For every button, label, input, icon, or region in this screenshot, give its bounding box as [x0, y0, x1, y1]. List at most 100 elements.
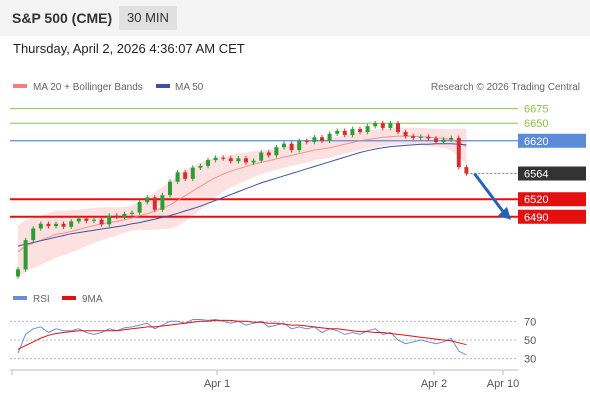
candle-body [84, 218, 89, 221]
candle-body [168, 181, 172, 196]
main-legend: MA 20 + Bollinger Bands MA 50 Research ©… [13, 82, 580, 93]
candle-body [130, 212, 134, 214]
ma50-line [17, 143, 467, 247]
candle-body [449, 137, 454, 140]
main-panel-bg [10, 94, 518, 284]
candle-body [312, 137, 317, 142]
x-tick-label: Apr 1 [204, 378, 230, 390]
level-badge-6620 [518, 133, 586, 148]
chart-header: S&P 500 (CME) 30 MIN [0, 0, 590, 36]
candlesticks [16, 120, 469, 279]
forecast-arrow-head [498, 206, 511, 220]
candle-body [297, 140, 302, 151]
candle-body [160, 195, 165, 210]
x-axis: Apr 1 Apr 2 Apr 10 [10, 369, 519, 390]
candle-body [342, 130, 347, 135]
candle-body [16, 269, 20, 277]
candle-body [289, 143, 294, 151]
candle-body [221, 157, 226, 159]
timeframe-button[interactable]: 30 MIN [119, 6, 177, 30]
candle-body [464, 167, 469, 174]
candle-body [274, 147, 279, 156]
ma50-legend-label: MA 50 [175, 82, 204, 93]
rsi-ma9-line [17, 319, 467, 350]
candle-body [61, 223, 66, 227]
rsi-tick-label: 70 [524, 316, 536, 328]
candle-body [92, 219, 96, 221]
candle-body [304, 140, 309, 142]
level-label-6650: 6650 [524, 118, 548, 130]
candle-body [206, 160, 210, 166]
candle-body [236, 158, 241, 162]
ma9-legend-swatch [62, 296, 76, 300]
candle-body [190, 167, 195, 179]
rsi-legend-label: RSI [33, 294, 50, 305]
ma20-legend-label: MA 20 + Bollinger Bands [33, 82, 143, 93]
candle-body [434, 138, 438, 142]
candle-body [38, 223, 43, 229]
price-levels [10, 108, 518, 218]
rsi-legend: RSI 9MA [13, 294, 103, 305]
bollinger-band [18, 127, 467, 279]
instrument-title: S&P 500 (CME) [12, 10, 113, 26]
bollinger-band-area [18, 127, 467, 279]
rsi-tick-label: 50 [524, 335, 536, 347]
candle-body [365, 126, 370, 132]
candle-body [358, 129, 362, 132]
x-tick-label: Apr 10 [487, 378, 519, 390]
candle-body [228, 158, 233, 162]
candle-body [107, 215, 112, 225]
rsi-legend-swatch [13, 296, 27, 300]
forecast-arrow [473, 172, 511, 220]
candle-body [23, 240, 28, 270]
candle-body [350, 129, 355, 135]
level-label-6490: 6490 [524, 212, 548, 224]
rsi-tick-label: 30 [524, 354, 536, 366]
x-tick-label: Apr 2 [421, 378, 447, 390]
level-label-6675: 6675 [524, 104, 548, 116]
timestamp: Thursday, April 2, 2026 4:36:07 AM CET [13, 41, 245, 56]
ma20-line [17, 135, 467, 253]
level-label-6520: 6520 [524, 194, 548, 206]
candle-body [380, 123, 385, 128]
candle-body [403, 132, 408, 137]
candle-body [441, 139, 446, 142]
candle-body [46, 223, 51, 227]
candle-body [213, 157, 218, 161]
candle-body [114, 215, 119, 217]
candle-body [152, 197, 157, 210]
candle-body [76, 218, 81, 222]
candle-body [282, 143, 286, 148]
candle-body [335, 130, 340, 134]
candle-body [418, 136, 423, 138]
candle-body [320, 137, 324, 141]
candle-body [69, 221, 74, 227]
candle-body [411, 136, 416, 138]
level-badge-6564 [518, 166, 586, 181]
level-labels: 6675 6650 6620 6564 6520 6490 [518, 104, 586, 224]
level-badge-6490 [518, 209, 586, 224]
level-badge-6520 [518, 192, 586, 207]
candle-body [122, 213, 127, 217]
forecast-arrow-shaft [473, 172, 506, 214]
moving-averages [17, 135, 467, 253]
candle-body [137, 202, 142, 213]
candle-body [259, 152, 264, 161]
candle-body [244, 158, 248, 163]
candle-body [426, 136, 431, 139]
credit-label: Research © 2026 Trading Central [431, 82, 580, 93]
candle-body [99, 219, 104, 225]
candle-body [54, 223, 58, 227]
candle-body [373, 123, 378, 127]
ma50-legend-swatch [156, 84, 170, 88]
candle-body [251, 160, 256, 163]
level-label-6564: 6564 [524, 169, 548, 181]
candle-body [388, 123, 393, 128]
candle-body [396, 123, 400, 132]
candle-body [266, 152, 271, 156]
rsi-indicator: 70 50 30 [10, 316, 536, 366]
candle-body [175, 172, 180, 182]
ma20-legend-swatch [13, 84, 27, 88]
candle-body [183, 172, 188, 179]
